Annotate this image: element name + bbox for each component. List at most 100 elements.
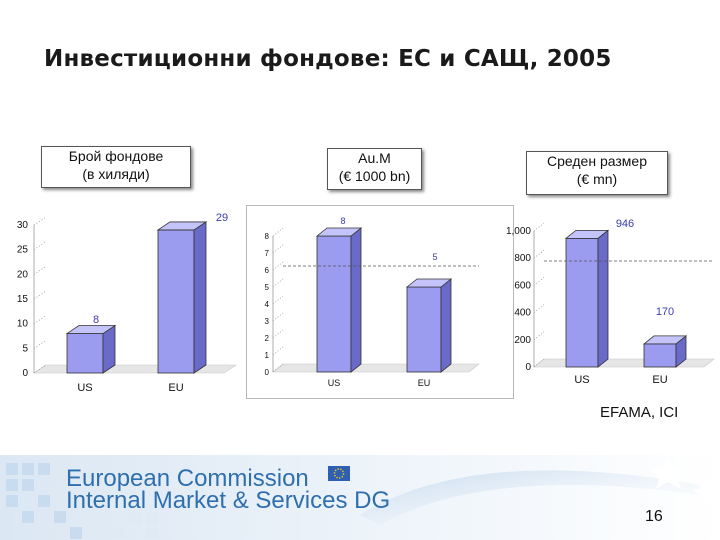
data-label: 946 bbox=[616, 218, 634, 230]
callout-fund-count-title: Брой фондове bbox=[68, 148, 164, 164]
chart-aum: 0 1 2 3 4 5 6 7 8 8 US 5 EU bbox=[246, 205, 514, 399]
grid-line bbox=[33, 241, 47, 250]
footer-swirl bbox=[360, 470, 700, 525]
grid-line bbox=[272, 363, 284, 373]
chart-aum-svg: 0 1 2 3 4 5 6 7 8 8 US 5 EU bbox=[265, 216, 480, 388]
bar-side bbox=[193, 221, 207, 374]
grid-line bbox=[272, 244, 284, 254]
chart-average-size: 0 200 400 600 800 1,000 946 US 170 EU bbox=[500, 205, 716, 393]
star-icon bbox=[693, 481, 718, 504]
grid-line bbox=[272, 346, 284, 356]
bar-top bbox=[564, 229, 610, 239]
x-tick-label: US bbox=[77, 382, 92, 393]
grid-line bbox=[33, 340, 47, 349]
grid-line bbox=[272, 227, 284, 237]
footer-graphic: European Commission Internal Market & Se… bbox=[0, 455, 720, 540]
grid-line bbox=[272, 278, 284, 288]
y-tick-label: 800 bbox=[514, 253, 531, 264]
data-label: 8 bbox=[93, 314, 99, 326]
y-tick-label: 600 bbox=[514, 280, 531, 291]
bar bbox=[406, 286, 442, 373]
chart-fund-count-svg: 0 5 10 15 20 25 30 8 US 29 EU bbox=[17, 212, 237, 394]
grid-line bbox=[33, 216, 47, 226]
source-note: EFAMA, ICI bbox=[600, 404, 679, 421]
grid-line bbox=[533, 331, 545, 341]
callout-fund-count-unit: (в хиляди) bbox=[82, 166, 150, 182]
chart-floor bbox=[33, 364, 237, 374]
bar bbox=[157, 229, 195, 374]
y-tick-label: 1 bbox=[265, 351, 270, 360]
grid-line bbox=[272, 295, 284, 305]
bar-top bbox=[642, 335, 688, 345]
data-label: 170 bbox=[656, 306, 674, 318]
grid-line bbox=[533, 304, 545, 313]
grid-line bbox=[272, 329, 284, 339]
bar-side bbox=[597, 229, 609, 368]
grid-line bbox=[272, 261, 284, 271]
grid-line bbox=[33, 290, 47, 300]
x-tick-label: US bbox=[574, 374, 589, 386]
grid-line bbox=[533, 277, 545, 286]
callout-average-size-title: Среден размер bbox=[547, 153, 647, 169]
y-tick-label: 200 bbox=[514, 335, 531, 346]
callout-aum-unit: (€ 1000 bn) bbox=[338, 168, 411, 184]
y-tick-label: 5 bbox=[22, 343, 28, 354]
star-icon bbox=[649, 455, 688, 489]
grid-line bbox=[272, 312, 284, 322]
y-tick-label: 8 bbox=[265, 232, 270, 241]
grid-line bbox=[33, 364, 47, 374]
y-tick-label: 25 bbox=[17, 245, 29, 256]
y-tick-label: 15 bbox=[17, 294, 29, 305]
callout-aum: Au.M (€ 1000 bn) bbox=[327, 148, 422, 190]
y-tick-label: 30 bbox=[17, 220, 29, 231]
eu-flag-icon bbox=[328, 466, 350, 481]
grid-line bbox=[33, 266, 47, 275]
y-tick-label: 5 bbox=[265, 283, 270, 292]
data-label: 5 bbox=[432, 252, 437, 262]
grid-line bbox=[33, 315, 47, 324]
callout-average-size-unit: (€ mn) bbox=[576, 171, 618, 187]
y-tick-label: 0 bbox=[525, 362, 531, 373]
slide-title: Инвестиционни фондове: ЕС и САЩ, 2005 bbox=[44, 46, 612, 72]
grid-line bbox=[533, 222, 545, 232]
y-tick-label: 3 bbox=[265, 317, 270, 326]
bar-side bbox=[350, 227, 362, 373]
y-tick-label: 10 bbox=[17, 319, 29, 330]
footer-banner: European Commission Internal Market & Se… bbox=[0, 455, 720, 540]
bar bbox=[316, 235, 352, 373]
x-tick-label: EU bbox=[652, 374, 667, 386]
x-tick-label: EU bbox=[418, 378, 431, 388]
footer-line2: Internal Market & Services DG bbox=[66, 487, 390, 514]
y-tick-label: 0 bbox=[22, 368, 28, 379]
grid-line bbox=[533, 249, 545, 259]
y-tick-label: 4 bbox=[265, 300, 270, 309]
bar-top bbox=[65, 325, 117, 334]
y-tick-label: 7 bbox=[265, 249, 270, 258]
y-tick-label: 0 bbox=[265, 368, 270, 377]
footer-tiles bbox=[6, 463, 158, 539]
footer-line1: European Commission bbox=[66, 465, 309, 492]
bar bbox=[643, 343, 677, 368]
x-tick-label: US bbox=[328, 378, 341, 388]
bar-top bbox=[315, 227, 363, 237]
data-label: 29 bbox=[216, 212, 228, 224]
chart-average-size-svg: 0 200 400 600 800 1,000 946 US 170 EU bbox=[506, 218, 715, 386]
page-number: 16 bbox=[645, 508, 663, 525]
y-tick-label: 6 bbox=[265, 266, 270, 275]
callout-fund-count: Брой фондове (в хиляди) bbox=[41, 146, 191, 188]
x-tick-label: EU bbox=[168, 382, 183, 393]
bar-top bbox=[156, 221, 208, 231]
y-tick-label: 20 bbox=[17, 269, 29, 280]
chart-fund-count: 0 5 10 15 20 25 30 8 US 29 EU bbox=[4, 207, 242, 394]
bar-top bbox=[405, 278, 453, 288]
bar bbox=[565, 237, 599, 368]
callout-average-size: Среден размер (€ mn) bbox=[526, 151, 668, 195]
bar bbox=[66, 333, 104, 374]
y-tick-label: 2 bbox=[265, 334, 270, 343]
y-tick-label: 400 bbox=[514, 308, 531, 319]
y-tick-label: 1,000 bbox=[506, 226, 531, 237]
grid-line bbox=[533, 358, 545, 368]
bar-side bbox=[440, 278, 452, 373]
chart-floor bbox=[533, 358, 715, 368]
data-label: 8 bbox=[340, 216, 345, 226]
